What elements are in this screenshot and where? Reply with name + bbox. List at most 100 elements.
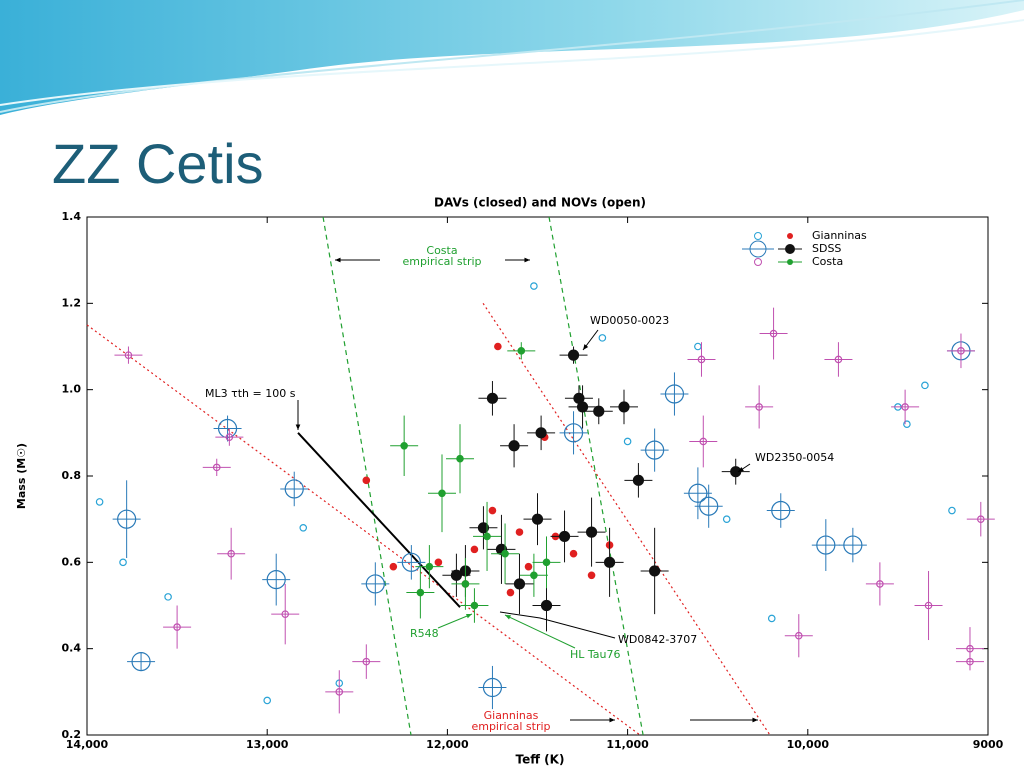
closed-point [587, 571, 596, 580]
y-axis-label: Mass (M☉) [15, 443, 28, 509]
x-tick-label: 10,000 [787, 738, 830, 751]
closed-point [649, 565, 661, 577]
open-point [834, 355, 843, 364]
open-point [699, 496, 719, 516]
annotation: empirical strip [402, 255, 481, 268]
open-point [164, 593, 172, 601]
x-tick-label: 12,000 [426, 738, 469, 751]
arrow-head [505, 615, 511, 620]
closed-point [506, 588, 515, 597]
open-point [876, 580, 884, 588]
legend-closed [787, 233, 793, 239]
x-tick-label: 9000 [973, 738, 1004, 751]
closed-point [425, 562, 434, 571]
y-tick-label: 0.6 [62, 555, 82, 568]
x-axis-label: Teff (K) [516, 753, 565, 767]
open-point [124, 351, 133, 359]
closed-point [416, 588, 425, 597]
open-point [957, 347, 965, 355]
annotation: WD0842-3707 [618, 633, 697, 646]
open-point [794, 631, 803, 640]
open-point [769, 329, 778, 338]
closed-point [524, 562, 533, 571]
open-point [284, 479, 304, 499]
chart-title: DAVs (closed) and NOVs (open) [434, 196, 646, 210]
closed-point [585, 526, 598, 538]
open-point [227, 549, 235, 558]
open-point [948, 506, 956, 515]
closed-point [470, 545, 479, 554]
arrow-head [583, 344, 589, 350]
closed-point [730, 466, 742, 478]
model-line [297, 432, 461, 608]
open-point [755, 403, 763, 411]
closed-point [593, 405, 605, 417]
arrow-head [524, 257, 530, 263]
arrow-head [738, 466, 744, 472]
open-point [623, 437, 632, 446]
swoosh-line [0, 0, 1024, 113]
slide-title: ZZ Cetis [52, 132, 264, 195]
closed-point [515, 528, 524, 536]
annotation: WD0050-0023 [590, 314, 669, 327]
legend-label: SDSS [812, 242, 841, 255]
closed-point [400, 441, 408, 450]
x-tick-label: 13,000 [246, 738, 289, 751]
open-point [843, 535, 863, 555]
open-point [903, 420, 911, 429]
closed-point [470, 601, 479, 610]
closed-point [508, 440, 520, 452]
closed-point [517, 347, 526, 355]
y-tick-label: 1.0 [62, 383, 82, 396]
closed-point [558, 530, 571, 543]
open-point [563, 423, 584, 443]
open-point [598, 334, 607, 342]
x-tick-label: 14,000 [66, 738, 109, 751]
open-point [266, 569, 286, 590]
model-line [322, 216, 412, 736]
closed-point [488, 506, 497, 515]
closed-point [501, 549, 509, 558]
closed-point [569, 549, 578, 558]
pointer [499, 611, 616, 639]
closed-point [450, 569, 463, 581]
closed-point [461, 580, 470, 588]
open-point [281, 610, 290, 618]
model-line [86, 324, 641, 736]
open-point [924, 601, 933, 610]
y-tick-label: 1.2 [62, 296, 82, 309]
open-point [921, 381, 929, 390]
closed-point [618, 401, 630, 413]
open-point [901, 403, 909, 411]
open-point [95, 498, 104, 506]
closed-point [477, 522, 490, 534]
open-point [335, 688, 344, 696]
open-point [966, 657, 974, 666]
open-point [530, 282, 538, 290]
y-tick-label: 0.8 [62, 469, 82, 482]
open-point [966, 644, 974, 653]
y-tick-label: 1.4 [62, 210, 82, 223]
open-point [225, 433, 234, 441]
legend-label: Gianninas [812, 229, 867, 242]
y-tick-label: 0.4 [62, 642, 82, 655]
legend-label: Costa [812, 255, 843, 268]
annotation: empirical strip [471, 720, 550, 733]
closed-point [513, 578, 526, 590]
closed-point [567, 349, 580, 361]
closed-point [535, 427, 547, 439]
closed-point [483, 532, 491, 541]
annotation: R548 [410, 627, 439, 640]
open-point [482, 677, 503, 698]
open-point [263, 696, 272, 705]
plot-frame [86, 216, 989, 736]
open-point [699, 437, 708, 446]
closed-point [362, 476, 371, 485]
closed-point [603, 556, 616, 568]
open-point [697, 355, 706, 364]
model-line [548, 216, 644, 736]
y-tick-label: 0.2 [62, 728, 82, 741]
closed-point [456, 454, 464, 463]
closed-point [530, 571, 538, 580]
